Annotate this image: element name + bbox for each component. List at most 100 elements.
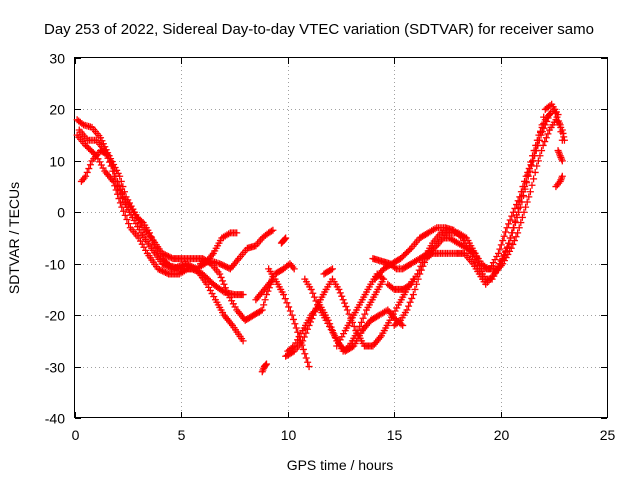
data-point-marker — [471, 249, 479, 257]
data-point-marker — [517, 219, 525, 227]
data-point-marker — [427, 251, 435, 259]
data-point-marker — [499, 237, 507, 245]
data-point-marker — [409, 291, 417, 299]
data-point-marker — [222, 263, 230, 271]
data-point-marker — [505, 239, 513, 247]
data-point-marker — [307, 285, 315, 293]
data-point-marker — [557, 128, 565, 136]
data-series — [390, 116, 568, 329]
data-point-marker — [389, 284, 397, 292]
data-point-marker — [546, 102, 554, 110]
y-tick-label: -20 — [45, 308, 65, 324]
data-point-marker — [116, 199, 124, 207]
data-point-marker — [473, 253, 481, 261]
data-point-marker — [531, 168, 539, 176]
data-point-marker — [258, 306, 266, 314]
data-point-marker — [219, 277, 227, 285]
data-point-marker — [525, 193, 533, 201]
data-point-marker — [160, 250, 168, 258]
data-point-marker — [554, 111, 562, 119]
data-point-marker — [257, 307, 265, 315]
data-point-marker — [502, 228, 510, 236]
data-point-marker — [217, 260, 225, 268]
data-point-marker — [289, 315, 297, 323]
data-series — [384, 100, 566, 293]
data-point-marker — [163, 269, 171, 277]
data-point-marker — [338, 292, 346, 300]
data-point-marker — [505, 220, 513, 228]
data-point-marker — [119, 183, 127, 191]
data-series — [258, 360, 271, 376]
data-point-marker — [518, 213, 526, 221]
data-point-marker — [309, 289, 317, 297]
data-point-marker — [508, 229, 516, 237]
data-point-marker — [223, 287, 231, 295]
data-point-marker — [125, 220, 133, 228]
data-point-marker — [533, 162, 541, 170]
data-point-marker — [312, 297, 320, 305]
data-point-marker — [104, 151, 112, 159]
data-point-marker — [154, 265, 162, 273]
data-point-marker — [336, 289, 344, 297]
y-tick-label: 20 — [49, 102, 65, 118]
data-point-marker — [118, 203, 126, 211]
data-point-marker — [541, 138, 549, 146]
data-point-marker — [157, 266, 165, 274]
data-point-marker — [494, 249, 502, 257]
data-point-marker — [260, 301, 268, 309]
data-point-marker — [160, 260, 168, 268]
data-point-marker — [519, 183, 527, 191]
data-point-marker — [263, 291, 271, 299]
data-point-marker — [97, 134, 105, 142]
data-point-marker — [263, 360, 271, 368]
data-point-marker — [109, 177, 117, 185]
data-point-marker — [163, 252, 171, 260]
y-tick-label: 30 — [49, 51, 65, 67]
y-tick-label: -10 — [45, 257, 65, 273]
data-point-marker — [414, 270, 422, 278]
data-point-marker — [160, 268, 168, 276]
data-point-marker — [262, 361, 270, 369]
data-point-marker — [417, 262, 425, 270]
data-point-marker — [161, 261, 169, 269]
data-point-marker — [217, 273, 225, 281]
data-point-marker — [415, 266, 423, 274]
data-point-marker — [116, 172, 124, 180]
data-point-marker — [285, 303, 293, 311]
data-point-marker — [403, 306, 411, 314]
data-point-marker — [115, 195, 123, 203]
data-point-marker — [509, 224, 517, 232]
data-point-marker — [85, 165, 93, 173]
data-point-marker — [408, 294, 416, 302]
data-point-marker — [526, 188, 534, 196]
data-point-marker — [540, 120, 548, 128]
data-point-marker — [239, 291, 247, 299]
data-point-marker — [109, 167, 117, 175]
data-point-marker — [533, 141, 541, 149]
data-point-marker — [395, 318, 403, 326]
data-point-marker — [354, 327, 362, 335]
data-point-marker — [380, 275, 388, 283]
data-point-marker — [305, 363, 313, 371]
data-point-marker — [335, 285, 343, 293]
data-point-marker — [515, 224, 523, 232]
data-point-marker — [281, 295, 289, 303]
data-point-marker — [156, 266, 164, 274]
data-point-marker — [291, 320, 299, 328]
data-point-marker — [399, 321, 407, 329]
data-point-marker — [359, 314, 367, 322]
data-point-marker — [406, 298, 414, 306]
data-point-marker — [558, 157, 566, 165]
x-tick-label: 25 — [600, 427, 616, 443]
data-point-marker — [220, 280, 228, 288]
data-point-marker — [356, 322, 364, 330]
data-point-marker — [112, 186, 120, 194]
data-point-marker — [294, 328, 302, 336]
data-point-marker — [327, 266, 335, 274]
data-point-marker — [164, 252, 172, 260]
data-point-marker — [239, 337, 247, 345]
data-point-marker — [111, 182, 119, 190]
y-tick-label: -40 — [45, 411, 65, 427]
data-point-marker — [166, 253, 174, 261]
data-point-marker — [282, 234, 290, 242]
